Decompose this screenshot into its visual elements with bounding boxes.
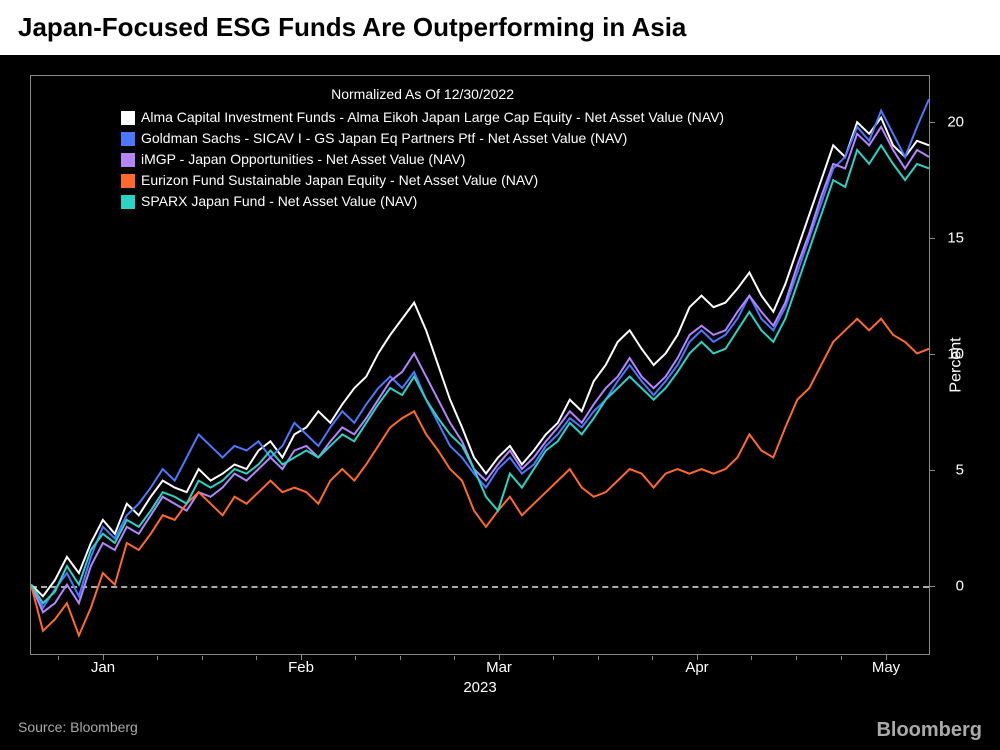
attribution: Bloomberg bbox=[876, 719, 982, 742]
x-minor-tick bbox=[598, 656, 599, 660]
x-tick-mark bbox=[301, 654, 302, 660]
y-tick-mark bbox=[929, 354, 935, 355]
y-tick-label: 5 bbox=[956, 462, 964, 479]
y-tick-label: 15 bbox=[947, 230, 964, 247]
series-line bbox=[31, 319, 929, 636]
x-minor-tick bbox=[400, 656, 401, 660]
y-tick-mark bbox=[929, 586, 935, 587]
x-minor-tick bbox=[256, 656, 257, 660]
x-tick-label: Apr bbox=[685, 659, 708, 676]
y-axis-label: Percent bbox=[947, 337, 965, 392]
y-tick-mark bbox=[929, 238, 935, 239]
x-tick-label: May bbox=[872, 659, 900, 676]
x-minor-tick bbox=[355, 656, 356, 660]
x-minor-tick bbox=[796, 656, 797, 660]
chart-container: Japan-Focused ESG Funds Are Outperformin… bbox=[0, 0, 1000, 750]
x-minor-tick bbox=[841, 656, 842, 660]
footer: Source: Bloomberg Bloomberg bbox=[18, 719, 982, 742]
x-axis-year: 2023 bbox=[463, 679, 496, 696]
x-tick-mark bbox=[499, 654, 500, 660]
x-minor-tick bbox=[157, 656, 158, 660]
x-minor-tick bbox=[58, 656, 59, 660]
x-tick-label: Mar bbox=[486, 659, 512, 676]
x-minor-tick bbox=[751, 656, 752, 660]
x-tick-mark bbox=[697, 654, 698, 660]
source-label: Source: Bloomberg bbox=[18, 719, 138, 742]
chart-title: Japan-Focused ESG Funds Are Outperformin… bbox=[0, 0, 1000, 55]
y-tick-label: 0 bbox=[956, 578, 964, 595]
x-tick-label: Feb bbox=[288, 659, 314, 676]
x-minor-tick bbox=[553, 656, 554, 660]
x-tick-label: Jan bbox=[91, 659, 115, 676]
series-line bbox=[31, 145, 929, 603]
series-line bbox=[31, 127, 929, 613]
series-line bbox=[31, 118, 929, 597]
x-minor-tick bbox=[202, 656, 203, 660]
x-tick-mark bbox=[886, 654, 887, 660]
plot-area: Normalized As Of 12/30/2022 Alma Capital… bbox=[30, 75, 930, 655]
y-tick-mark bbox=[929, 122, 935, 123]
y-tick-mark bbox=[929, 470, 935, 471]
series-line bbox=[31, 99, 929, 608]
x-minor-tick bbox=[454, 656, 455, 660]
line-chart-svg bbox=[31, 76, 929, 654]
y-tick-label: 20 bbox=[947, 114, 964, 131]
x-tick-mark bbox=[103, 654, 104, 660]
x-minor-tick bbox=[652, 656, 653, 660]
